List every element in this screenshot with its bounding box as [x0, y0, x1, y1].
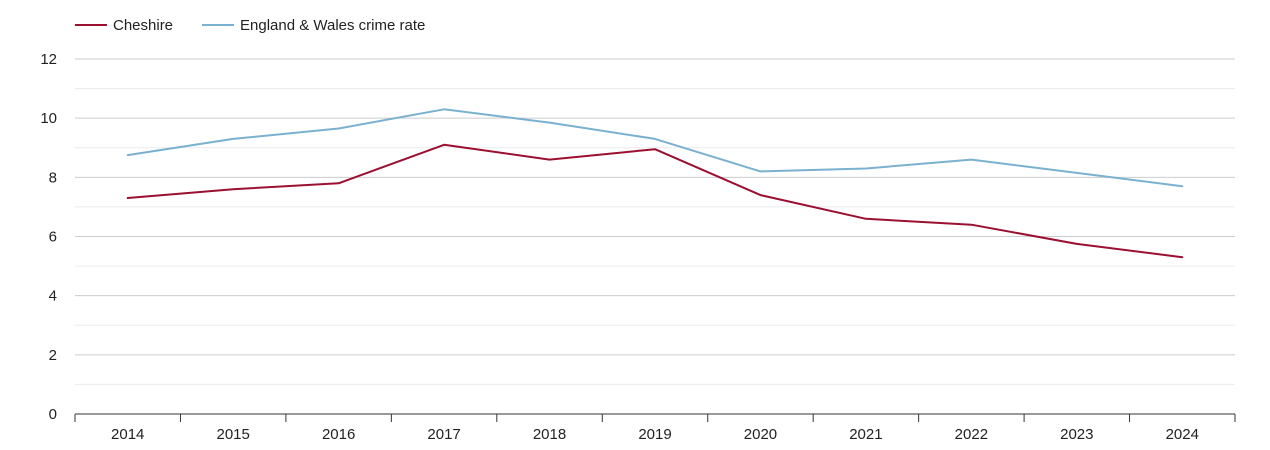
series-line-england-wales-crime-rate: [126, 108, 1184, 188]
legend-label-england-wales: England & Wales crime rate: [240, 17, 425, 34]
x-tick-label: 2015: [216, 426, 249, 443]
x-tick-label: 2024: [1166, 426, 1199, 443]
x-tick-label: 2021: [849, 426, 882, 443]
y-tick-label: 6: [49, 229, 57, 246]
grid-lines: [75, 58, 1235, 385]
legend: Cheshire England & Wales crime rate: [75, 17, 425, 34]
x-tick-label: 2016: [322, 426, 355, 443]
x-tick-label: 2019: [638, 426, 671, 443]
y-tick-label: 4: [49, 288, 57, 305]
legend-label-cheshire: Cheshire: [113, 17, 173, 34]
series-line-cheshire: [126, 143, 1184, 259]
y-tick-label: 2: [49, 347, 57, 364]
axes: 0 2 4 6 8 10 12 2014 2015 2016 2017 2018 2019 2020 202…: [40, 51, 1236, 443]
series-lines: [126, 108, 1184, 259]
x-tick-label: 2017: [427, 426, 460, 443]
x-tick-label: 2020: [744, 426, 777, 443]
y-tick-label: 8: [49, 169, 57, 186]
y-tick-label: 10: [40, 110, 57, 127]
y-tick-label: 0: [49, 406, 57, 423]
x-tick-label: 2022: [955, 426, 988, 443]
x-tick-label: 2014: [111, 426, 144, 443]
y-tick-label: 12: [40, 51, 57, 68]
x-tick-label: 2018: [533, 426, 566, 443]
x-tick-label: 2023: [1060, 426, 1093, 443]
